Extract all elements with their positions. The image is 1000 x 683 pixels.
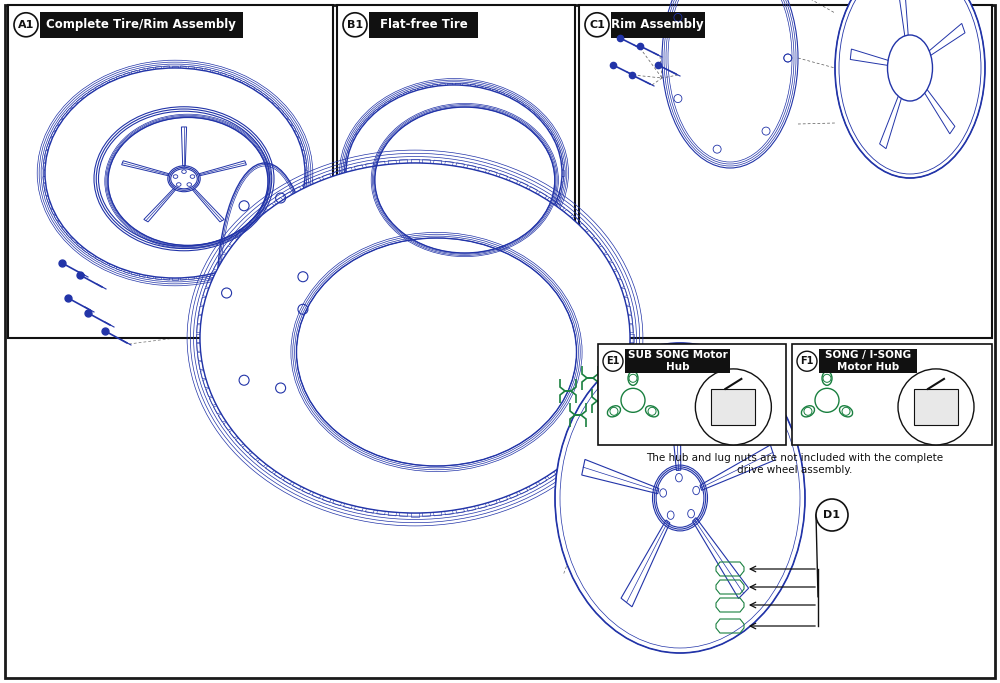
Ellipse shape [660,489,667,497]
Text: The hub and lug nuts are not included with the complete
drive wheel assembly.: The hub and lug nuts are not included wi… [646,454,944,475]
Bar [369,12,478,38]
Bar [8,5,333,338]
Bar [711,389,755,425]
Bar [625,349,730,373]
Text: E1: E1 [606,357,620,366]
Bar [611,12,705,38]
Bar [579,5,992,338]
Ellipse shape [676,473,682,482]
Circle shape [797,351,817,372]
Text: A1: A1 [18,20,34,30]
Circle shape [695,369,771,445]
Ellipse shape [688,510,694,518]
Text: F1: F1 [800,357,814,366]
Circle shape [816,499,848,531]
Text: D1: D1 [824,510,840,520]
Ellipse shape [888,35,932,101]
Text: Flat-free Tire: Flat-free Tire [380,18,467,31]
Text: Complete Tire/Rim Assembly: Complete Tire/Rim Assembly [46,18,236,31]
Circle shape [898,369,974,445]
Ellipse shape [555,343,805,653]
Bar [337,5,575,338]
Bar [819,349,916,373]
Circle shape [603,351,623,372]
Bar [914,389,958,425]
Ellipse shape [187,183,192,186]
Ellipse shape [190,175,195,178]
Bar [598,344,786,445]
Bar [40,12,243,38]
Ellipse shape [176,183,181,186]
Circle shape [14,13,38,37]
Text: SONG / I-SONG
Motor Hub: SONG / I-SONG Motor Hub [825,350,911,372]
Ellipse shape [346,85,562,261]
Text: C1: C1 [589,20,605,30]
Circle shape [585,13,609,37]
Ellipse shape [693,486,700,494]
Ellipse shape [835,0,985,178]
Bar [792,344,992,445]
Ellipse shape [182,170,186,173]
Text: Rim Assembly: Rim Assembly [611,18,704,31]
Circle shape [343,13,367,37]
Ellipse shape [45,68,305,278]
Ellipse shape [173,175,178,178]
Ellipse shape [667,511,674,519]
Ellipse shape [200,163,630,513]
Text: B1: B1 [347,20,363,30]
Text: SUB SONG Motor
Hub: SUB SONG Motor Hub [628,350,727,372]
